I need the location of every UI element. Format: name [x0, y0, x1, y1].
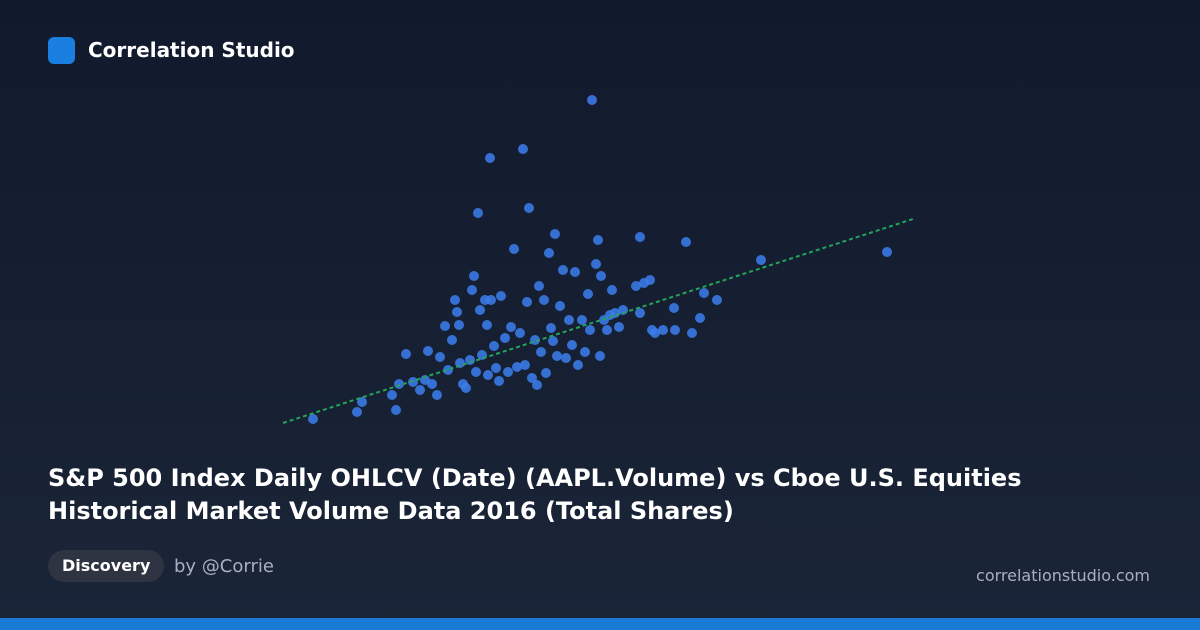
point	[352, 407, 362, 417]
point	[570, 267, 580, 277]
point	[567, 340, 577, 350]
point	[443, 365, 453, 375]
point	[469, 271, 479, 281]
point	[467, 285, 477, 295]
point	[522, 297, 532, 307]
point	[595, 351, 605, 361]
point	[408, 377, 418, 387]
point	[473, 208, 483, 218]
point	[607, 285, 617, 295]
point	[512, 362, 522, 372]
point	[561, 353, 571, 363]
point	[635, 308, 645, 318]
point	[699, 288, 709, 298]
point	[486, 295, 496, 305]
point	[695, 313, 705, 323]
trendline	[282, 218, 914, 424]
point	[596, 271, 606, 281]
point	[756, 255, 766, 265]
point	[357, 397, 367, 407]
point	[461, 383, 471, 393]
brand: Correlation Studio	[88, 38, 295, 62]
author: by @Corrie	[174, 556, 274, 577]
point	[577, 315, 587, 325]
point	[555, 301, 565, 311]
point	[415, 385, 425, 395]
brand-icon	[48, 37, 75, 64]
point	[650, 328, 660, 338]
point	[494, 376, 504, 386]
chart-title: S&P 500 Index Daily OHLCV (Date) (AAPL.V…	[48, 464, 1022, 525]
point	[532, 380, 542, 390]
point	[454, 320, 464, 330]
point	[503, 367, 513, 377]
point	[391, 405, 401, 415]
point	[602, 325, 612, 335]
point	[482, 320, 492, 330]
point	[580, 347, 590, 357]
point	[552, 351, 562, 361]
point	[524, 203, 534, 213]
point	[670, 325, 680, 335]
point	[450, 295, 460, 305]
point	[485, 153, 495, 163]
point	[515, 328, 525, 338]
point	[614, 322, 624, 332]
point	[658, 325, 668, 335]
point	[544, 248, 554, 258]
point	[423, 346, 433, 356]
point	[440, 321, 450, 331]
point	[548, 336, 558, 346]
point	[573, 360, 583, 370]
point	[500, 333, 510, 343]
point	[477, 350, 487, 360]
point	[308, 414, 318, 424]
point	[681, 237, 691, 247]
point	[435, 352, 445, 362]
point	[558, 265, 568, 275]
point	[489, 341, 499, 351]
point	[387, 390, 397, 400]
point	[520, 360, 530, 370]
point	[687, 328, 697, 338]
point	[585, 325, 595, 335]
point	[394, 379, 404, 389]
point	[509, 244, 519, 254]
point	[550, 229, 560, 239]
point	[401, 349, 411, 359]
point	[483, 370, 493, 380]
point	[427, 379, 437, 389]
site: correlationstudio.com	[976, 566, 1150, 585]
point	[583, 289, 593, 299]
point	[452, 307, 462, 317]
point	[432, 390, 442, 400]
point	[539, 295, 549, 305]
tag[interactable]: Discovery	[48, 550, 165, 582]
point	[506, 322, 516, 332]
point	[471, 367, 481, 377]
point	[527, 373, 537, 383]
bottom-bar	[0, 618, 1200, 630]
point	[631, 281, 641, 291]
point	[534, 281, 544, 291]
point	[882, 247, 892, 257]
point	[564, 315, 574, 325]
point	[541, 368, 551, 378]
point	[475, 305, 485, 315]
point	[496, 291, 506, 301]
point	[518, 144, 528, 154]
point	[536, 347, 546, 357]
point	[587, 95, 597, 105]
point	[447, 335, 457, 345]
point	[591, 259, 601, 269]
point	[546, 323, 556, 333]
point	[712, 295, 722, 305]
point	[645, 275, 655, 285]
point	[491, 363, 501, 373]
point	[635, 232, 645, 242]
point	[669, 303, 679, 313]
point	[593, 235, 603, 245]
